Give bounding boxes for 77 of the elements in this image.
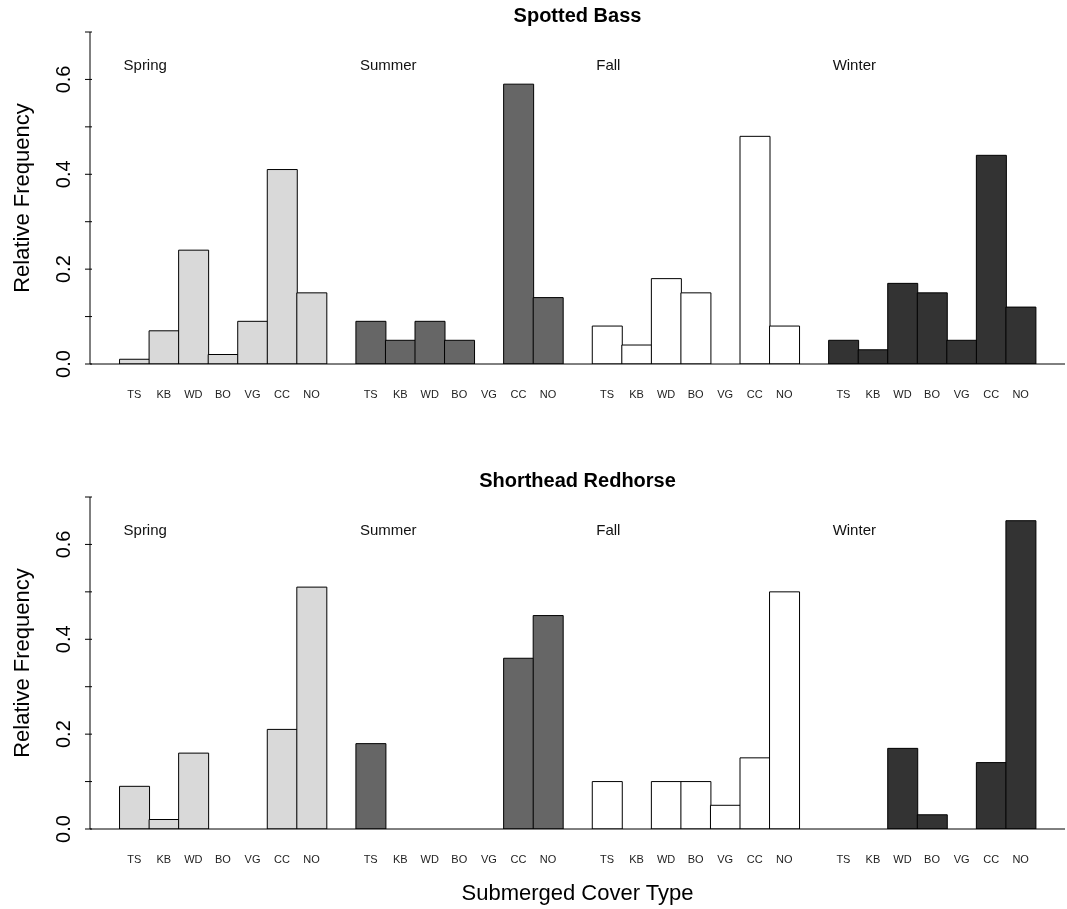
x-tick-label: WD [893, 387, 912, 400]
x-tick-label: VG [953, 852, 970, 865]
x-tick-label: TS [127, 387, 142, 400]
y-tick-label: 0.0 [52, 350, 74, 378]
x-tick-label: BO [687, 387, 705, 400]
x-tick-label: NO [776, 852, 794, 865]
x-tick-label: WD [420, 387, 439, 400]
x-tick-label: TS [836, 852, 851, 865]
x-tick-label: WD [184, 852, 203, 865]
x-tick-label: VG [480, 387, 497, 400]
x-tick-label: KB [392, 387, 408, 400]
x-tick-label: TS [127, 852, 142, 865]
x-tick-label: NO [303, 387, 321, 400]
x-tick-label: TS [600, 387, 615, 400]
y-tick-label: 0.2 [52, 255, 74, 284]
y-tick-label: 0.6 [52, 530, 74, 559]
annotation: Winter [832, 521, 876, 538]
y-tick-label: 0.6 [52, 65, 74, 94]
x-tick-label: TS [836, 387, 851, 400]
x-tick-label: CC [510, 852, 527, 865]
y-tick-label: 0.4 [52, 625, 74, 654]
x-tick-label: VG [244, 387, 261, 400]
x-tick-label: TS [363, 387, 378, 400]
x-tick-label: KB [156, 387, 172, 400]
x-tick-label: BO [215, 387, 232, 400]
x-tick-label: CC [746, 852, 763, 865]
x-tick-label: BO [451, 852, 468, 865]
x-tick-label: BO [687, 852, 705, 865]
x-tick-label: TS [600, 852, 615, 865]
x-tick-label: VG [717, 387, 734, 400]
y-tick-label: 0.4 [52, 160, 74, 189]
x-tick-label: WD [420, 852, 439, 865]
annotation: Winter [832, 56, 876, 73]
x-tick-label: NO [539, 852, 557, 865]
annotation: Fall [596, 521, 621, 538]
x-tick-label: KB [629, 852, 644, 865]
annotation: Summer [359, 56, 417, 73]
x-tick-label: VG [717, 852, 734, 865]
x-tick-label: KB [156, 852, 172, 865]
x-tick-label: CC [274, 852, 291, 865]
x-tick-label: BO [924, 852, 941, 865]
x-tick-label: NO [776, 387, 794, 400]
x-tick-label: CC [510, 387, 527, 400]
x-tick-label: BO [451, 387, 468, 400]
x-tick-label: TS [363, 852, 378, 865]
x-tick-label: VG [480, 852, 497, 865]
x-tick-label: NO [1012, 852, 1030, 865]
x-tick-label: VG [953, 387, 970, 400]
y-axis-title: Relative Frequency [9, 103, 35, 293]
y-tick-label: 0.0 [52, 815, 74, 843]
y-tick-label: 0.2 [52, 720, 74, 749]
chart-title: Shorthead Redhorse [478, 469, 677, 492]
annotation: Spring [123, 56, 167, 73]
annotation: Spring [123, 521, 167, 538]
x-tick-label: CC [983, 852, 1000, 865]
x-axis-title: Submerged Cover Type [460, 880, 695, 906]
x-tick-label: BO [924, 387, 941, 400]
x-tick-label: NO [539, 387, 557, 400]
x-tick-label: WD [656, 387, 676, 400]
x-tick-label: WD [893, 852, 912, 865]
annotation: Fall [596, 56, 621, 73]
x-tick-label: KB [629, 387, 644, 400]
y-axis-title: Relative Frequency [9, 568, 35, 758]
annotation: Summer [359, 521, 417, 538]
x-tick-label: WD [656, 852, 676, 865]
x-tick-label: CC [983, 387, 1000, 400]
x-tick-label: CC [746, 387, 763, 400]
x-tick-label: WD [184, 387, 203, 400]
x-tick-label: NO [303, 852, 321, 865]
x-tick-label: KB [865, 387, 881, 400]
x-tick-label: VG [244, 852, 261, 865]
x-tick-label: CC [274, 387, 291, 400]
x-tick-label: KB [392, 852, 408, 865]
x-tick-label: NO [1012, 387, 1030, 400]
x-tick-label: KB [865, 852, 881, 865]
x-tick-label: BO [215, 852, 232, 865]
chart-title: Spotted Bass [512, 4, 643, 27]
